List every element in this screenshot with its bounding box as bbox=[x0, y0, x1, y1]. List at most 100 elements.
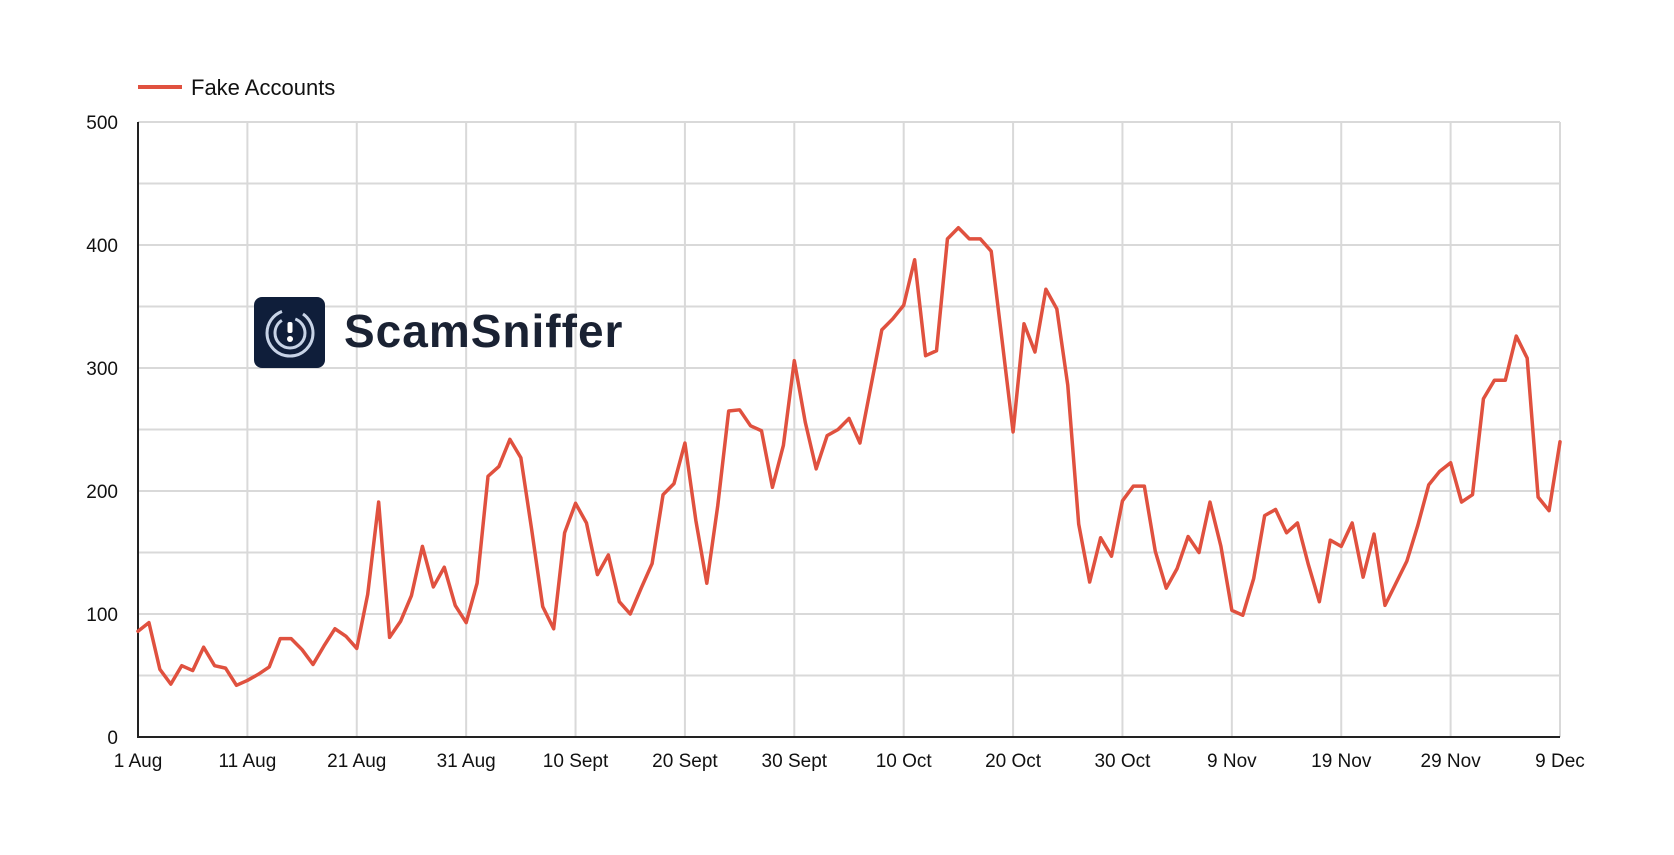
data-point bbox=[629, 613, 632, 616]
data-point bbox=[235, 684, 238, 687]
scamsniffer-logo-icon bbox=[254, 297, 325, 368]
data-point bbox=[749, 424, 752, 427]
data-point bbox=[1318, 600, 1321, 603]
data-point bbox=[1066, 384, 1069, 387]
data-point bbox=[432, 585, 435, 588]
data-point bbox=[1504, 379, 1507, 382]
data-point bbox=[848, 417, 851, 420]
data-point bbox=[191, 669, 194, 672]
data-point bbox=[946, 237, 949, 240]
data-point bbox=[782, 444, 785, 447]
data-point bbox=[1351, 521, 1354, 524]
x-tick-label: 20 Oct bbox=[985, 751, 1042, 772]
data-point bbox=[1176, 567, 1179, 570]
data-point bbox=[224, 667, 227, 670]
brand-watermark: ScamSniffer bbox=[254, 297, 623, 368]
data-point bbox=[738, 408, 741, 411]
data-point bbox=[607, 553, 610, 556]
data-point bbox=[574, 502, 577, 505]
data-point bbox=[519, 456, 522, 459]
x-tick-label: 20 Sept bbox=[652, 751, 718, 772]
data-point bbox=[465, 621, 468, 624]
data-point bbox=[968, 237, 971, 240]
legend: Fake Accounts bbox=[138, 75, 335, 100]
data-point bbox=[1559, 440, 1562, 443]
data-point bbox=[1241, 614, 1244, 617]
data-point bbox=[1088, 581, 1091, 584]
data-point bbox=[1274, 508, 1277, 511]
data-point bbox=[268, 665, 271, 668]
data-point bbox=[487, 475, 490, 478]
data-point bbox=[410, 594, 413, 597]
y-tick-label: 400 bbox=[86, 236, 118, 257]
data-point bbox=[837, 428, 840, 431]
data-point bbox=[662, 493, 665, 496]
data-point bbox=[355, 647, 358, 650]
brand-name: ScamSniffer bbox=[344, 305, 623, 357]
data-point bbox=[1362, 576, 1365, 579]
data-point bbox=[476, 582, 479, 585]
data-point bbox=[344, 635, 347, 638]
x-tick-label: 31 Aug bbox=[437, 751, 496, 772]
data-point bbox=[454, 604, 457, 607]
data-point bbox=[530, 529, 533, 532]
data-point bbox=[202, 646, 205, 649]
data-point bbox=[1044, 288, 1047, 291]
data-point bbox=[421, 545, 424, 548]
data-point bbox=[213, 664, 216, 667]
series-layer bbox=[136, 226, 1562, 688]
x-tick-label: 10 Sept bbox=[543, 751, 609, 772]
data-point bbox=[1252, 577, 1255, 580]
data-point bbox=[935, 349, 938, 352]
data-point bbox=[541, 605, 544, 608]
data-point bbox=[1460, 501, 1463, 504]
data-point bbox=[322, 644, 325, 647]
data-point bbox=[1449, 461, 1452, 464]
data-point bbox=[858, 442, 861, 445]
data-point bbox=[1132, 485, 1135, 488]
y-tick-label: 500 bbox=[86, 113, 118, 134]
data-point bbox=[727, 410, 730, 413]
data-point bbox=[585, 521, 588, 524]
data-point bbox=[1219, 545, 1222, 548]
legend-label: Fake Accounts bbox=[191, 75, 335, 100]
data-point bbox=[1099, 536, 1102, 539]
data-point bbox=[1515, 335, 1518, 338]
data-point bbox=[366, 593, 369, 596]
data-point bbox=[683, 442, 686, 445]
x-tick-label: 10 Oct bbox=[876, 751, 933, 772]
data-point bbox=[1383, 604, 1386, 607]
x-tick-label: 21 Aug bbox=[327, 751, 386, 772]
data-point bbox=[913, 258, 916, 261]
data-point bbox=[563, 531, 566, 534]
data-point bbox=[869, 385, 872, 388]
data-point bbox=[979, 237, 982, 240]
data-point bbox=[1526, 357, 1529, 360]
x-tick-label: 1 Aug bbox=[114, 751, 163, 772]
data-point bbox=[1012, 430, 1015, 433]
data-point bbox=[804, 421, 807, 424]
data-point bbox=[902, 304, 905, 307]
x-tick-label: 11 Aug bbox=[219, 751, 277, 772]
data-point bbox=[1307, 563, 1310, 566]
data-point bbox=[1110, 555, 1113, 558]
data-point bbox=[1537, 496, 1540, 499]
data-point bbox=[1416, 524, 1419, 527]
data-point bbox=[771, 486, 774, 489]
data-point bbox=[1121, 499, 1124, 502]
data-point bbox=[1427, 483, 1430, 486]
data-point bbox=[388, 636, 391, 639]
data-point bbox=[1405, 560, 1408, 563]
data-point bbox=[1165, 587, 1168, 590]
data-point bbox=[246, 679, 249, 682]
x-tick-label: 9 Dec bbox=[1535, 751, 1585, 772]
data-point bbox=[1033, 351, 1036, 354]
data-point bbox=[137, 630, 140, 633]
y-tick-label: 200 bbox=[86, 482, 118, 503]
data-point bbox=[1198, 551, 1201, 554]
data-point bbox=[497, 465, 500, 468]
data-point bbox=[990, 250, 993, 253]
x-tick-label: 9 Nov bbox=[1207, 751, 1257, 772]
x-tick-label: 30 Oct bbox=[1094, 751, 1151, 772]
data-point bbox=[694, 519, 697, 522]
